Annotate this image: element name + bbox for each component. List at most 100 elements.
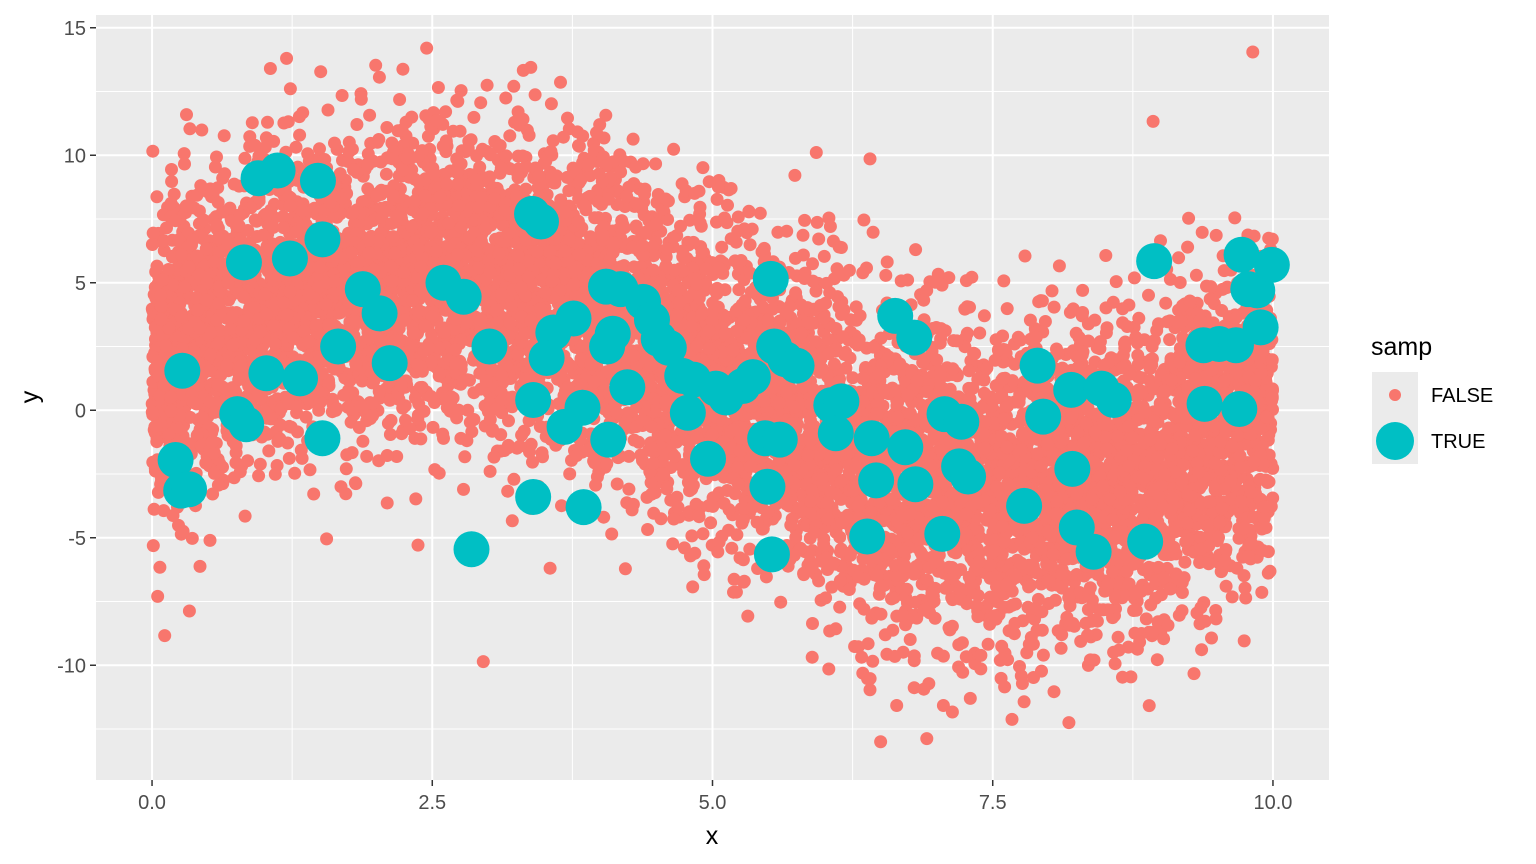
false-point	[176, 524, 190, 538]
false-point	[210, 150, 223, 164]
false-point	[930, 353, 944, 367]
false-point	[796, 228, 810, 242]
false-point	[439, 105, 453, 119]
false-point	[952, 660, 966, 674]
false-point	[424, 355, 438, 369]
false-point	[721, 198, 734, 212]
false-point	[507, 79, 521, 93]
false-point	[855, 650, 869, 664]
false-point	[732, 283, 746, 297]
false-point	[348, 476, 362, 490]
false-point	[363, 108, 377, 122]
false-point	[556, 130, 570, 144]
false-point	[203, 533, 217, 547]
false-point	[693, 216, 707, 230]
false-point	[1142, 699, 1156, 713]
false-point	[863, 683, 877, 697]
false-point	[729, 585, 743, 599]
false-point	[880, 255, 894, 269]
false-point	[649, 157, 663, 171]
false-point	[1225, 590, 1239, 604]
false-point	[809, 146, 823, 159]
false-point	[289, 140, 303, 154]
false-point	[1099, 249, 1113, 262]
false-point	[1182, 211, 1196, 225]
false-point	[150, 190, 164, 204]
false-point	[788, 168, 802, 182]
false-point	[644, 476, 658, 490]
false-point	[903, 633, 917, 646]
false-point	[1178, 555, 1192, 569]
false-point	[1255, 585, 1269, 599]
false-point	[320, 532, 334, 546]
false-point	[494, 161, 508, 175]
false-point	[507, 472, 521, 486]
false-point	[185, 531, 199, 545]
false-point	[819, 591, 833, 605]
false-point	[759, 570, 773, 584]
false-point	[599, 108, 613, 122]
false-point	[1195, 643, 1209, 657]
false-point	[1001, 477, 1014, 491]
false-point	[909, 243, 923, 257]
false-point	[158, 629, 172, 643]
false-point	[715, 240, 729, 254]
false-point	[1111, 630, 1125, 644]
false-point	[294, 443, 308, 457]
false-point	[710, 215, 723, 229]
false-point	[572, 139, 586, 153]
false-point	[997, 274, 1011, 288]
false-point	[503, 129, 517, 143]
false-point	[1142, 288, 1155, 302]
false-point	[511, 347, 525, 361]
false-point	[264, 412, 278, 426]
false-point	[526, 455, 539, 469]
false-point	[743, 542, 757, 556]
false-point	[920, 732, 934, 746]
false-point	[753, 206, 767, 220]
false-point	[562, 184, 576, 198]
false-point	[561, 111, 574, 125]
false-point	[1116, 670, 1129, 684]
false-point	[252, 469, 266, 483]
false-point	[483, 464, 497, 478]
false-point	[1052, 259, 1066, 273]
false-point	[193, 559, 207, 573]
false-point	[805, 650, 819, 664]
false-point	[147, 502, 161, 516]
false-point	[337, 388, 351, 402]
false-point	[842, 263, 856, 277]
false-point	[546, 134, 560, 148]
false-point	[736, 513, 750, 527]
false-point	[1062, 716, 1076, 730]
false-point	[846, 371, 860, 385]
false-point	[454, 84, 468, 98]
false-point	[1237, 569, 1251, 583]
false-point	[834, 241, 848, 254]
false-point	[396, 62, 410, 76]
false-point	[741, 609, 755, 623]
false-point	[563, 467, 577, 481]
false-point	[428, 463, 442, 477]
false-point	[711, 545, 725, 559]
false-point	[967, 346, 981, 360]
false-point	[822, 662, 836, 676]
false-point	[661, 213, 675, 226]
false-point	[798, 213, 812, 227]
false-point	[789, 530, 803, 544]
false-point	[314, 65, 328, 79]
false-point	[725, 541, 739, 555]
false-point	[528, 88, 542, 102]
false-point	[861, 637, 875, 651]
false-point	[1047, 685, 1061, 699]
false-point	[354, 87, 368, 101]
false-point	[666, 231, 680, 245]
false-point	[1195, 225, 1209, 239]
false-point	[493, 139, 507, 152]
false-point	[369, 58, 383, 72]
false-point	[683, 213, 697, 227]
false-point	[618, 562, 632, 576]
false-point	[259, 131, 273, 145]
false-point	[977, 309, 991, 323]
false-point	[1238, 581, 1252, 595]
